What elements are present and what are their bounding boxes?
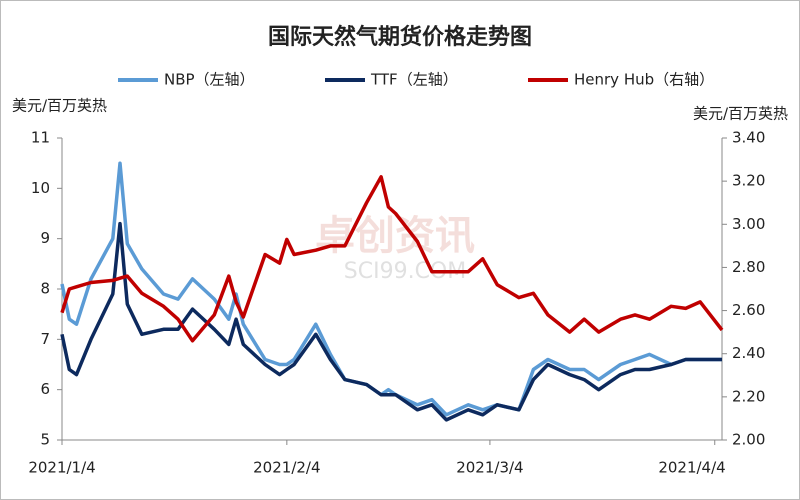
watermark: 卓创资讯 xyxy=(315,213,475,259)
y-tick-label: 8 xyxy=(40,280,50,298)
series-line xyxy=(60,175,724,343)
y2-tick-label: 2.60 xyxy=(732,301,765,319)
y2-tick-label: 2.40 xyxy=(732,344,765,362)
legend-label: TTF（左轴） xyxy=(370,71,458,89)
y-tick-label: 11 xyxy=(31,129,50,147)
legend-label: Henry Hub（右轴） xyxy=(574,71,714,89)
chart-title: 国际天然气期货价格走势图 xyxy=(268,24,532,50)
y-tick-label: 9 xyxy=(40,229,50,247)
y-axis-label: 美元/百万英热 xyxy=(12,97,107,115)
y2-tick-label: 2.20 xyxy=(732,387,765,405)
y2-tick-label: 3.00 xyxy=(732,215,765,233)
y-tick-label: 6 xyxy=(40,380,50,398)
x-tick-label: 2021/3/4 xyxy=(456,459,523,477)
y-tick-label: 7 xyxy=(40,330,50,348)
x-tick-label: 2021/1/4 xyxy=(28,459,95,477)
x-tick-label: 2021/2/4 xyxy=(253,459,320,477)
legend-label: NBP（左轴） xyxy=(164,71,255,89)
y2-axis-label: 美元/百万英热 xyxy=(693,105,788,123)
y2-tick-label: 2.00 xyxy=(732,431,765,449)
x-tick-label: 2021/4/4 xyxy=(658,459,725,477)
y2-tick-label: 3.20 xyxy=(732,172,765,190)
series-line xyxy=(60,221,722,422)
y2-tick-label: 3.40 xyxy=(732,129,765,147)
y2-tick-label: 2.80 xyxy=(732,258,765,276)
y-tick-label: 5 xyxy=(40,431,50,449)
y-tick-label: 10 xyxy=(31,179,50,197)
